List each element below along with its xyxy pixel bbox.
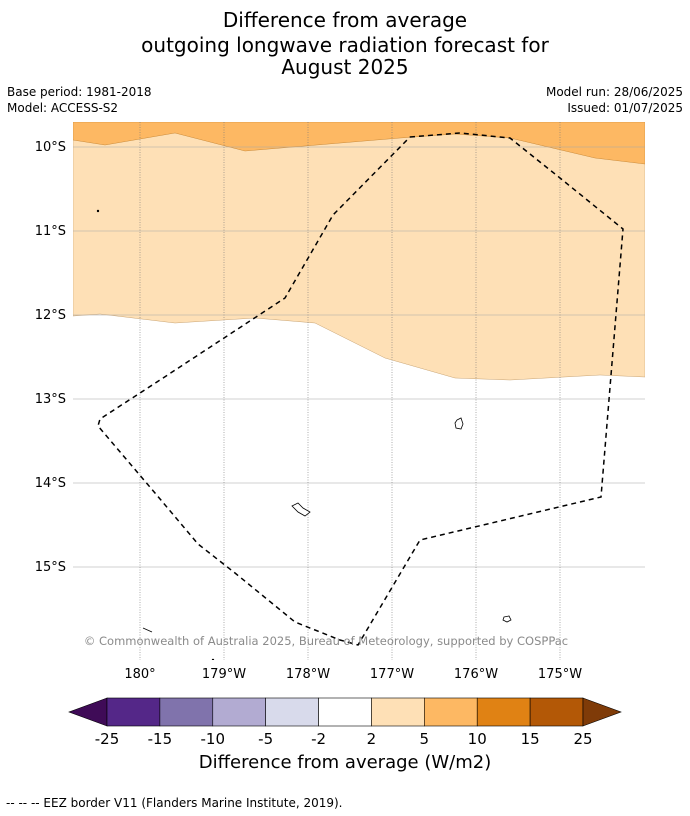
eez-border bbox=[97, 132, 624, 646]
colorbar-label: Difference from average (W/m2) bbox=[198, 752, 492, 773]
lon-label: 180° bbox=[124, 667, 155, 682]
map-title-line-3: August 2025 bbox=[281, 55, 409, 79]
colorbar-segment bbox=[371, 697, 425, 727]
colorbar-segment bbox=[529, 697, 584, 727]
forecast-map: 10°S 11°S 12°S 13°S 14°S 15°S 180° 179°W… bbox=[35, 122, 645, 748]
colorbar: -25 -15 -10 -5 -2 2 5 10 15 25 bbox=[68, 697, 622, 748]
colorbar-segment bbox=[476, 697, 531, 727]
colorbar-tick-label: -2 bbox=[311, 730, 326, 748]
light-orange-anomaly-region bbox=[73, 122, 645, 381]
colorbar-tick-label: 25 bbox=[573, 730, 592, 748]
map-plot-area bbox=[73, 122, 645, 660]
lat-label: 11°S bbox=[35, 224, 66, 239]
colorbar-tick-label: -5 bbox=[258, 730, 273, 748]
islet-marker bbox=[211, 658, 215, 660]
eez-legend-note: -- -- -- EEZ border V11 (Flanders Marine… bbox=[6, 796, 343, 810]
latitude-labels: 10°S 11°S 12°S 13°S 14°S 15°S bbox=[35, 140, 66, 575]
lon-label: 176°W bbox=[454, 667, 498, 682]
longitude-gridlines bbox=[139, 122, 561, 660]
island-outline bbox=[291, 502, 311, 517]
model-label: Model: ACCESS-S2 bbox=[7, 101, 119, 115]
colorbar-segment bbox=[265, 697, 319, 727]
colorbar-segment bbox=[318, 697, 372, 727]
colorbar-segment bbox=[159, 697, 214, 727]
lon-label: 179°W bbox=[202, 667, 246, 682]
lon-label: 177°W bbox=[370, 667, 414, 682]
lon-label: 178°W bbox=[286, 667, 330, 682]
colorbar-segment bbox=[212, 697, 266, 727]
latitude-gridlines bbox=[73, 146, 645, 568]
lat-label: 12°S bbox=[35, 308, 66, 323]
islet-marker bbox=[96, 209, 100, 213]
lon-label: 175°W bbox=[538, 667, 582, 682]
orange-anomaly-region bbox=[73, 122, 645, 165]
map-title-line-2: outgoing longwave radiation forecast for bbox=[141, 33, 549, 57]
colorbar-tick-label: -25 bbox=[95, 730, 120, 748]
island-outline bbox=[142, 627, 153, 633]
colorbar-segment bbox=[106, 697, 161, 727]
lat-label: 14°S bbox=[35, 476, 66, 491]
colorbar-tick-label: 10 bbox=[468, 730, 487, 748]
map-title-line-1: Difference from average bbox=[222, 8, 468, 32]
colorbar-extend-low bbox=[68, 697, 108, 727]
colorbar-tick-label: -10 bbox=[201, 730, 226, 748]
colorbar-tick-label: -15 bbox=[148, 730, 173, 748]
colorbar-tick-label: 2 bbox=[367, 730, 377, 748]
island-outline bbox=[502, 615, 512, 623]
colorbar-tick-label: 5 bbox=[420, 730, 430, 748]
lat-label: 13°S bbox=[35, 392, 66, 407]
colorbar-extend-high bbox=[582, 697, 622, 727]
lat-label: 15°S bbox=[35, 560, 66, 575]
colorbar-tick-label: 15 bbox=[521, 730, 540, 748]
lat-label: 10°S bbox=[35, 140, 66, 155]
copyright-notice: © Commonwealth of Australia 2025, Bureau… bbox=[84, 634, 568, 648]
island-outline bbox=[454, 417, 464, 430]
longitude-labels: 180° 179°W 178°W 177°W 176°W 175°W bbox=[124, 667, 582, 682]
issued-label: Issued: 01/07/2025 bbox=[567, 101, 683, 115]
islands bbox=[96, 209, 512, 660]
model-run-label: Model run: 28/06/2025 bbox=[545, 85, 683, 99]
base-period-label: Base period: 1981-2018 bbox=[7, 85, 152, 99]
colorbar-segment bbox=[424, 697, 478, 727]
